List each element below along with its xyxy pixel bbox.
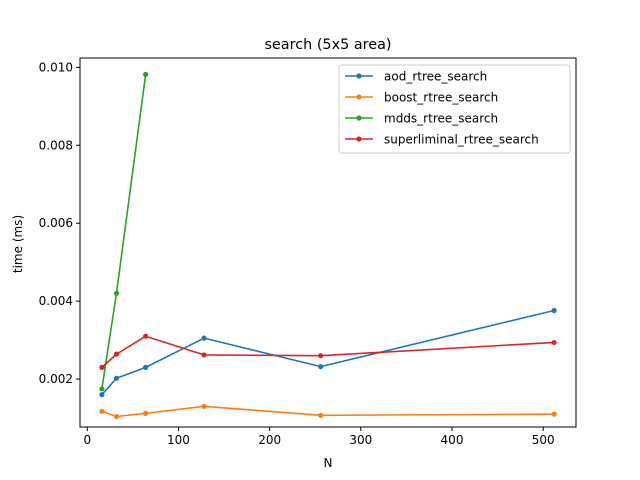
legend-label: superliminal_rtree_search bbox=[384, 133, 539, 147]
data-point bbox=[143, 410, 149, 416]
y-tick-label: 0.006 bbox=[39, 216, 73, 230]
data-point bbox=[113, 375, 120, 381]
legend-marker bbox=[356, 94, 362, 100]
x-tick-label: 300 bbox=[349, 433, 372, 447]
x-tick-label: 100 bbox=[167, 433, 190, 447]
chart-title: search (5x5 area) bbox=[264, 37, 391, 53]
data-point bbox=[143, 364, 149, 370]
data-point bbox=[201, 335, 207, 341]
y-tick-label: 0.002 bbox=[39, 372, 73, 386]
x-tick-label: 500 bbox=[532, 433, 555, 447]
series-line bbox=[101, 335, 555, 368]
legend-label: aod_rtree_search bbox=[384, 70, 487, 84]
axes-frame bbox=[79, 57, 577, 428]
data-point bbox=[551, 307, 557, 314]
plot-area bbox=[99, 71, 557, 420]
data-point bbox=[143, 71, 149, 77]
data-point bbox=[99, 408, 105, 415]
x-axis-label: N bbox=[324, 456, 333, 470]
series-superliminal_rtree_search bbox=[99, 333, 557, 370]
legend-item: aod_rtree_search bbox=[345, 70, 487, 84]
data-point bbox=[318, 364, 324, 370]
data-point bbox=[113, 351, 120, 357]
data-point bbox=[201, 352, 207, 358]
x-tick-label: 200 bbox=[258, 433, 281, 447]
series-aod_rtree_search bbox=[99, 307, 557, 398]
series-line bbox=[101, 405, 555, 418]
data-point bbox=[551, 339, 557, 346]
y-tick-label: 0.008 bbox=[39, 138, 73, 152]
data-point bbox=[551, 411, 557, 417]
data-point bbox=[113, 290, 120, 296]
data-point bbox=[201, 403, 207, 409]
legend-item: mdds_rtree_search bbox=[345, 112, 498, 126]
data-point bbox=[113, 413, 120, 420]
x-tick-label: 0 bbox=[83, 433, 91, 447]
legend-box bbox=[338, 64, 571, 154]
y-axis: 0.002 0.004 0.006 0.008 0.010 bbox=[39, 60, 80, 386]
y-axis-label: time (ms) bbox=[11, 215, 25, 273]
data-point bbox=[318, 412, 324, 418]
x-tick-label: 400 bbox=[441, 433, 464, 447]
series-boost_rtree_search bbox=[99, 403, 557, 420]
series-line bbox=[101, 74, 147, 389]
legend-label: mdds_rtree_search bbox=[384, 112, 498, 126]
data-point bbox=[99, 364, 105, 370]
legend-marker bbox=[356, 73, 362, 79]
data-point bbox=[318, 353, 324, 359]
legend: aod_rtree_search boost_rtree_search mdds_r… bbox=[338, 64, 571, 154]
data-point bbox=[143, 333, 149, 339]
series-line bbox=[101, 309, 555, 396]
data-point bbox=[99, 386, 105, 392]
legend-label: boost_rtree_search bbox=[384, 91, 498, 105]
legend-item: boost_rtree_search bbox=[345, 91, 498, 105]
x-axis: 0 100 200 300 400 500 bbox=[83, 427, 555, 447]
legend-marker bbox=[356, 136, 362, 142]
y-tick-label: 0.010 bbox=[39, 60, 73, 74]
data-point bbox=[99, 392, 105, 398]
series-mdds_rtree_search bbox=[99, 71, 149, 392]
legend-item: superliminal_rtree_search bbox=[345, 133, 539, 147]
y-tick-label: 0.004 bbox=[39, 294, 73, 308]
legend-marker bbox=[356, 115, 362, 121]
